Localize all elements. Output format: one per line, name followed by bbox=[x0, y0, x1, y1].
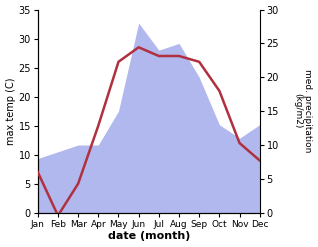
Y-axis label: med. precipitation
(kg/m2): med. precipitation (kg/m2) bbox=[293, 69, 313, 153]
Y-axis label: max temp (C): max temp (C) bbox=[5, 77, 16, 145]
X-axis label: date (month): date (month) bbox=[107, 231, 190, 242]
